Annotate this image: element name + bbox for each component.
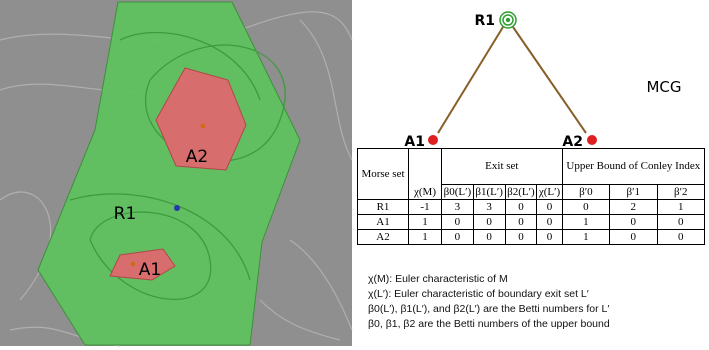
table-cell: 0 bbox=[473, 215, 505, 230]
image-label: A1 bbox=[139, 260, 161, 280]
table-cell: 3 bbox=[442, 200, 474, 215]
table-cell: A2 bbox=[358, 230, 409, 245]
note-line: β0(L′), β1(L′), and β2(L′) are the Betti… bbox=[368, 302, 610, 317]
subheader-cell: β′2 bbox=[657, 185, 705, 200]
table-cell: 3 bbox=[473, 200, 505, 215]
table-cell: 0 bbox=[610, 215, 657, 230]
node bbox=[428, 135, 438, 145]
subheader-cell: β0(L′) bbox=[442, 185, 474, 200]
table-cell: 0 bbox=[657, 230, 705, 245]
table-cell: 0 bbox=[537, 215, 562, 230]
header-cell: Exit set bbox=[442, 149, 563, 185]
note-line: χ(L′): Euler characteristic of boundary … bbox=[368, 287, 610, 302]
subheader-cell: χ(L′) bbox=[537, 185, 562, 200]
table-cell: 1 bbox=[562, 230, 609, 245]
header-cell: Morse set bbox=[358, 149, 409, 200]
node-label: R1 bbox=[474, 13, 495, 29]
subheader-cell: β′0 bbox=[562, 185, 609, 200]
image-label: R1 bbox=[114, 204, 137, 224]
header-cell: Upper Bound of Conley Index bbox=[562, 149, 704, 185]
conley-table: Morse set χ(M) Exit set Upper Bound of C… bbox=[357, 148, 705, 245]
note-line: χ(M): Euler characteristic of M bbox=[368, 272, 610, 287]
table-cell: R1 bbox=[358, 200, 409, 215]
table-cell: 1 bbox=[409, 215, 442, 230]
table-cell: 0 bbox=[442, 230, 474, 245]
flow-image: A2 R1 A1 bbox=[0, 0, 352, 346]
figure: A2 R1 A1 R1 A1 A2 MCG Morse set χ(M) Exi… bbox=[0, 0, 709, 350]
table-cell: 0 bbox=[505, 215, 537, 230]
table-cell: 0 bbox=[505, 200, 537, 215]
subheader-cell: β1(L′) bbox=[473, 185, 505, 200]
table-cell: 0 bbox=[562, 200, 609, 215]
image-label: A2 bbox=[186, 147, 208, 167]
table-cell: 0 bbox=[473, 230, 505, 245]
table-cell: 0 bbox=[537, 200, 562, 215]
table-cell: 1 bbox=[409, 230, 442, 245]
table-cell: 0 bbox=[442, 215, 474, 230]
graph-label: MCG bbox=[646, 78, 681, 96]
table-cell: -1 bbox=[409, 200, 442, 215]
table-cell: 2 bbox=[610, 200, 657, 215]
table-cell: 1 bbox=[657, 200, 705, 215]
subheader-cell: β2(L′) bbox=[505, 185, 537, 200]
note-line: β0, β1, β2 are the Betti numbers of the … bbox=[368, 317, 610, 332]
header-cell: χ(M) bbox=[409, 149, 442, 200]
table-cell: 0 bbox=[657, 215, 705, 230]
table-cell: 0 bbox=[610, 230, 657, 245]
edge bbox=[438, 27, 503, 133]
morse-connection-graph: R1 A1 A2 MCG bbox=[404, 12, 681, 150]
node bbox=[587, 135, 597, 145]
table-cell: 1 bbox=[562, 215, 609, 230]
table-cell: A1 bbox=[358, 215, 409, 230]
table-cell: 0 bbox=[505, 230, 537, 245]
table-cell: 0 bbox=[537, 230, 562, 245]
subheader-cell: β′1 bbox=[610, 185, 657, 200]
edge bbox=[513, 27, 586, 133]
